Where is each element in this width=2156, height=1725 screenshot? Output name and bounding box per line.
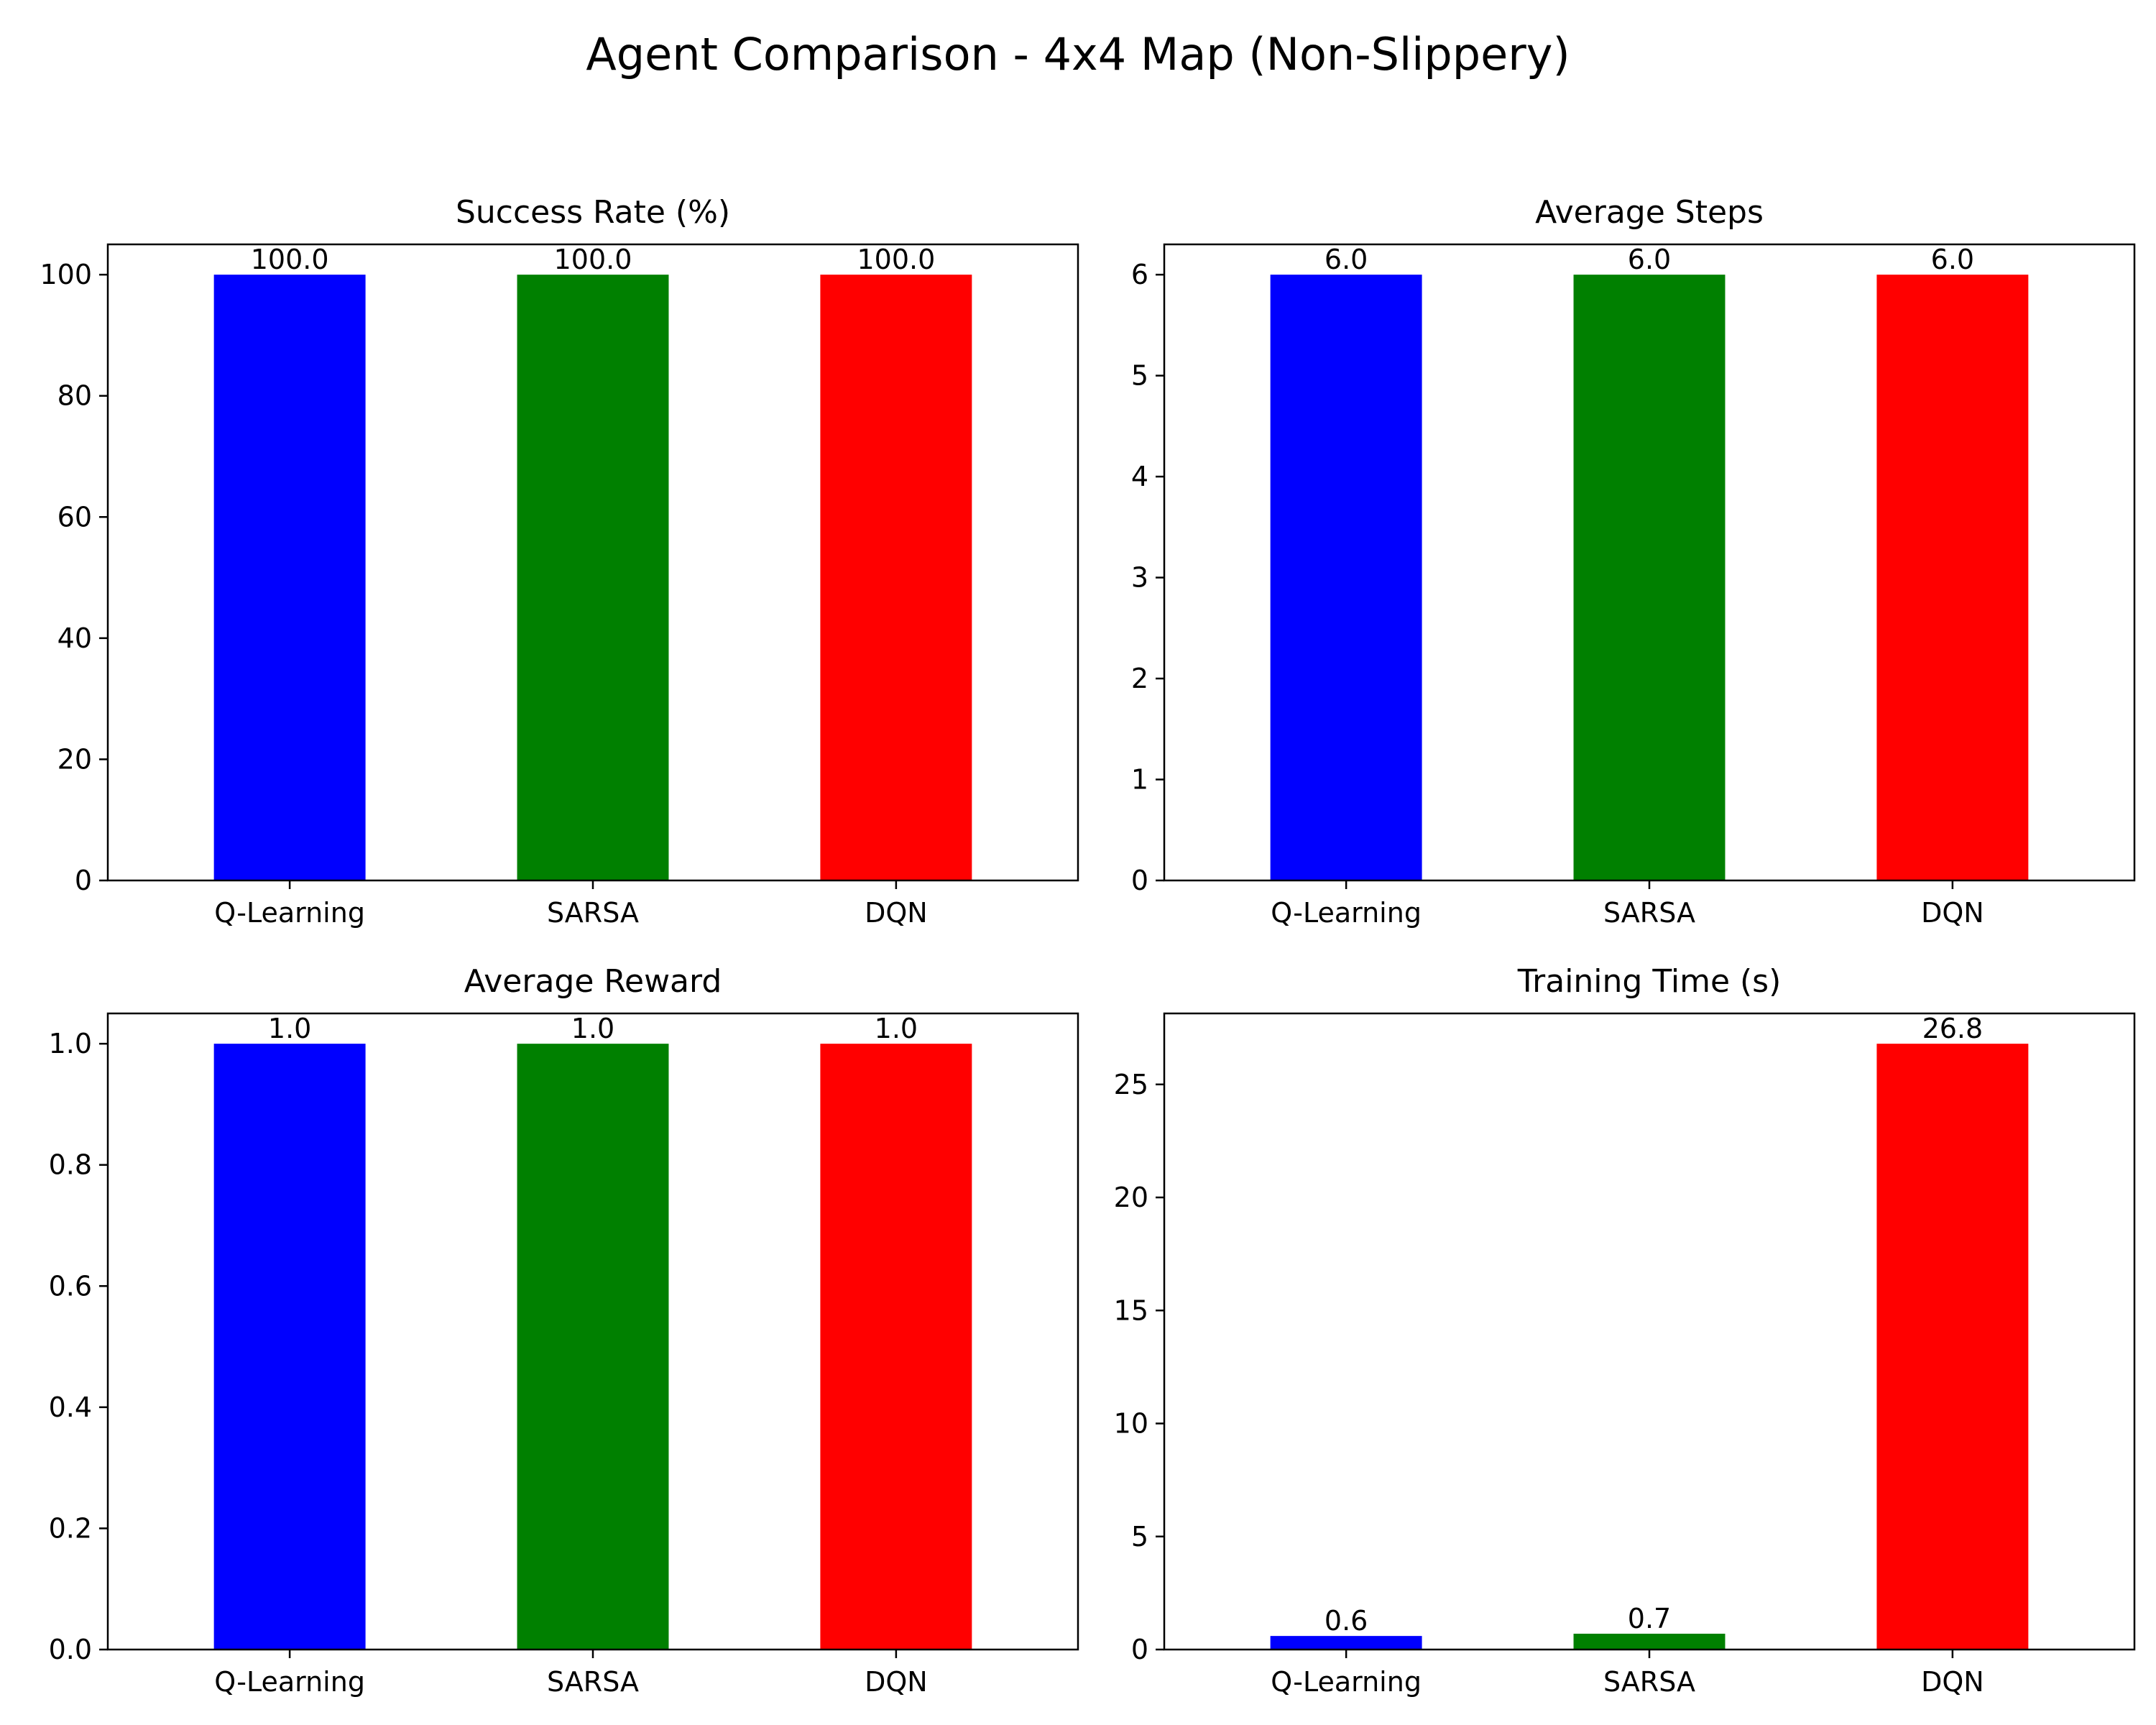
y-tick-label: 0.6: [49, 1270, 92, 1302]
y-tick-label: 5: [1131, 360, 1148, 392]
y-tick-label: 20: [57, 743, 92, 775]
x-tick-label: SARSA: [1603, 897, 1695, 929]
x-tick-label: Q-Learning: [1271, 1666, 1422, 1698]
bar-q-learning: [1270, 275, 1422, 881]
bar-value-label: 1.0: [268, 1013, 311, 1044]
x-tick-label: SARSA: [1603, 1666, 1695, 1698]
y-tick-label: 20: [1114, 1182, 1148, 1213]
y-tick-label: 0.4: [49, 1392, 92, 1423]
bar-q-learning: [213, 1044, 366, 1650]
subplot-2-title: Average Steps: [1535, 194, 1764, 231]
figure-suptitle: Agent Comparison - 4x4 Map (Non-Slippery…: [586, 28, 1570, 80]
bar-value-label: 0.7: [1628, 1603, 1671, 1634]
subplot-1: Success Rate (%) 100.0 100.0 100.0 0 20 40 60 80…: [40, 194, 1079, 929]
x-tick-label: DQN: [865, 897, 928, 929]
bar-q-learning: [213, 275, 366, 881]
bar-value-label: 26.8: [1922, 1013, 1984, 1044]
y-tick-label: 60: [57, 501, 92, 533]
bar-value-label: 100.0: [857, 244, 935, 275]
y-tick-label: 5: [1131, 1521, 1148, 1552]
x-tick-label: DQN: [1921, 897, 1984, 929]
y-tick-label: 0: [1131, 1634, 1148, 1665]
x-tick-label: SARSA: [547, 1666, 639, 1698]
bar-value-label: 1.0: [875, 1013, 918, 1044]
bar-value-label: 6.0: [1931, 244, 1974, 275]
y-tick-label: 0.8: [49, 1149, 92, 1181]
bar-value-label: 1.0: [571, 1013, 614, 1044]
y-tick-label: 1: [1131, 764, 1148, 796]
x-tick-label: DQN: [1921, 1666, 1984, 1698]
bar-value-label: 0.6: [1325, 1605, 1368, 1637]
bar-sarsa: [517, 1044, 669, 1650]
subplot-4: Training Time (s) 0.6 0.7 26.8 0 5 10 15 20 25 Q-L…: [1114, 963, 2136, 1698]
bar-value-label: 6.0: [1628, 244, 1671, 275]
x-tick-label: Q-Learning: [1271, 897, 1422, 929]
y-tick-label: 0: [1131, 865, 1148, 896]
y-tick-label: 0.0: [49, 1634, 92, 1665]
x-tick-label: DQN: [865, 1666, 928, 1698]
y-tick-label: 0.2: [49, 1512, 92, 1544]
y-tick-label: 6: [1131, 259, 1148, 290]
y-tick-label: 1.0: [49, 1028, 92, 1059]
y-tick-label: 10: [1114, 1408, 1148, 1440]
bar-sarsa: [1573, 275, 1726, 881]
bar-value-label: 100.0: [554, 244, 632, 275]
subplot-2: Average Steps 6.0 6.0 6.0 0 1 2 3 4 5 6 Q-Learning S…: [1131, 194, 2136, 929]
bar-dqn: [1876, 1044, 2029, 1650]
y-tick-label: 2: [1131, 663, 1148, 694]
y-tick-label: 4: [1131, 461, 1148, 492]
y-tick-label: 40: [57, 622, 92, 654]
subplot-1-title: Success Rate (%): [456, 194, 730, 231]
bar-q-learning: [1270, 1636, 1422, 1650]
y-tick-label: 100: [40, 259, 92, 290]
y-tick-label: 3: [1131, 562, 1148, 594]
subplot-3-title: Average Reward: [464, 963, 722, 1000]
x-tick-label: SARSA: [547, 897, 639, 929]
subplot-grid: Success Rate (%)100.0 100.0 100.0020406080…: [40, 194, 2136, 1698]
x-tick-label: Q-Learning: [214, 897, 365, 929]
bar-sarsa: [1573, 1633, 1726, 1650]
y-tick-label: 0: [75, 865, 92, 896]
x-tick-label: Q-Learning: [214, 1666, 365, 1698]
subplot-3: Average Reward 1.0 1.0 1.0 0.0 0.2 0.4 0.6 0.8 1.…: [49, 963, 1079, 1698]
bar-value-label: 6.0: [1325, 244, 1368, 275]
bar-dqn: [820, 1044, 972, 1650]
bar-dqn: [820, 275, 972, 881]
bar-value-label: 100.0: [251, 244, 329, 275]
bar-dqn: [1876, 275, 2029, 881]
y-tick-label: 80: [57, 380, 92, 412]
y-tick-label: 15: [1114, 1294, 1148, 1326]
y-tick-label: 25: [1114, 1069, 1148, 1100]
bar-sarsa: [517, 275, 669, 881]
subplot-4-title: Training Time (s): [1517, 963, 1782, 1000]
